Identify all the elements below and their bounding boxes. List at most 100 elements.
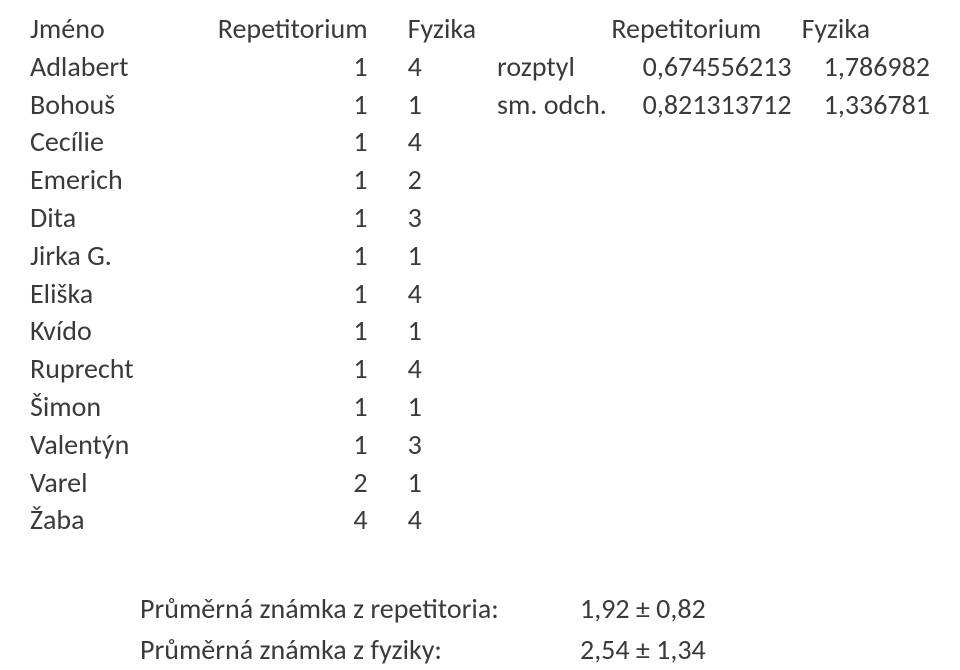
table-row: Žaba44 bbox=[30, 501, 930, 539]
header-rep2: Repetitorium bbox=[611, 10, 801, 48]
cell-name: Cecílie bbox=[30, 123, 182, 161]
cell-name: Jirka G. bbox=[30, 237, 182, 275]
cell-rep: 1 bbox=[182, 161, 407, 199]
cell-name: Bohouš bbox=[30, 86, 182, 124]
cell-v1 bbox=[611, 199, 801, 237]
cell-v1 bbox=[611, 350, 801, 388]
cell-label: sm. odch. bbox=[497, 86, 611, 124]
cell-rep: 1 bbox=[182, 388, 407, 426]
cell-name: Ruprecht bbox=[30, 350, 182, 388]
cell-v1 bbox=[611, 123, 801, 161]
table-row: Ruprecht14 bbox=[30, 350, 930, 388]
cell-name: Adlabert bbox=[30, 48, 182, 86]
table-row: Jirka G.11 bbox=[30, 237, 930, 275]
cell-v1: 0,821313712 bbox=[611, 86, 801, 124]
cell-v1 bbox=[611, 312, 801, 350]
cell-v1 bbox=[611, 426, 801, 464]
cell-label bbox=[497, 501, 611, 539]
cell-rep: 1 bbox=[182, 426, 407, 464]
cell-fyz: 1 bbox=[408, 86, 497, 124]
cell-v2 bbox=[802, 123, 930, 161]
table-row: Šimon11 bbox=[30, 388, 930, 426]
cell-v2 bbox=[802, 388, 930, 426]
cell-label bbox=[497, 426, 611, 464]
cell-rep: 1 bbox=[182, 312, 407, 350]
cell-name: Eliška bbox=[30, 275, 182, 313]
cell-v2 bbox=[802, 426, 930, 464]
cell-name: Šimon bbox=[30, 388, 182, 426]
header-name: Jméno bbox=[30, 10, 182, 48]
cell-v2: 1,336781 bbox=[802, 86, 930, 124]
cell-v2: 1,786982 bbox=[802, 48, 930, 86]
cell-rep: 1 bbox=[182, 350, 407, 388]
cell-v1 bbox=[611, 275, 801, 313]
cell-v2 bbox=[802, 464, 930, 502]
cell-name: Žaba bbox=[30, 501, 182, 539]
cell-fyz: 2 bbox=[408, 161, 497, 199]
cell-v2 bbox=[802, 501, 930, 539]
cell-rep: 1 bbox=[182, 199, 407, 237]
grades-table: Jméno Repetitorium Fyzika Repetitorium F… bbox=[30, 10, 930, 539]
table-row: Adlabert14rozptyl0,6745562131,786982 bbox=[30, 48, 930, 86]
header-spacer bbox=[497, 10, 611, 48]
cell-v1 bbox=[611, 388, 801, 426]
cell-fyz: 1 bbox=[408, 388, 497, 426]
header-fyz2: Fyzika bbox=[802, 10, 930, 48]
cell-fyz: 4 bbox=[408, 501, 497, 539]
table-row: Valentýn13 bbox=[30, 426, 930, 464]
cell-rep: 1 bbox=[182, 123, 407, 161]
table-row: Bohouš11sm. odch.0,8213137121,336781 bbox=[30, 86, 930, 124]
cell-fyz: 3 bbox=[408, 426, 497, 464]
cell-fyz: 4 bbox=[408, 123, 497, 161]
cell-name: Emerich bbox=[30, 161, 182, 199]
summary-rep-value: 1,92 ± 0,82 bbox=[580, 589, 760, 630]
summary-rep-row: Průměrná známka z repetitoria: 1,92 ± 0,… bbox=[140, 589, 940, 630]
summary-fyz-row: Průměrná známka z fyziky: 2,54 ± 1,34 bbox=[140, 630, 940, 670]
cell-name: Varel bbox=[30, 464, 182, 502]
cell-rep: 1 bbox=[182, 86, 407, 124]
cell-label bbox=[497, 464, 611, 502]
cell-label bbox=[497, 237, 611, 275]
cell-label bbox=[497, 388, 611, 426]
summary-fyz-label: Průměrná známka z fyziky: bbox=[140, 630, 580, 670]
cell-name: Kvído bbox=[30, 312, 182, 350]
table-row: Varel21 bbox=[30, 464, 930, 502]
cell-rep: 1 bbox=[182, 48, 407, 86]
cell-name: Valentýn bbox=[30, 426, 182, 464]
cell-label bbox=[497, 275, 611, 313]
header-fyz1: Fyzika bbox=[408, 10, 497, 48]
cell-v1: 0,674556213 bbox=[611, 48, 801, 86]
cell-label: rozptyl bbox=[497, 48, 611, 86]
summary-fyz-value: 2,54 ± 1,34 bbox=[580, 630, 760, 670]
cell-label bbox=[497, 123, 611, 161]
cell-fyz: 1 bbox=[408, 237, 497, 275]
summary-rep-label: Průměrná známka z repetitoria: bbox=[140, 589, 580, 630]
cell-v2 bbox=[802, 237, 930, 275]
cell-v1 bbox=[611, 161, 801, 199]
cell-v1 bbox=[611, 464, 801, 502]
cell-fyz: 3 bbox=[408, 199, 497, 237]
cell-v1 bbox=[611, 501, 801, 539]
cell-fyz: 4 bbox=[408, 350, 497, 388]
cell-v2 bbox=[802, 161, 930, 199]
cell-rep: 1 bbox=[182, 237, 407, 275]
cell-rep: 4 bbox=[182, 501, 407, 539]
cell-fyz: 4 bbox=[408, 48, 497, 86]
cell-name: Dita bbox=[30, 199, 182, 237]
cell-v2 bbox=[802, 312, 930, 350]
cell-v1 bbox=[611, 237, 801, 275]
cell-label bbox=[497, 350, 611, 388]
cell-rep: 1 bbox=[182, 275, 407, 313]
table-row: Kvído11 bbox=[30, 312, 930, 350]
cell-fyz: 4 bbox=[408, 275, 497, 313]
cell-fyz: 1 bbox=[408, 464, 497, 502]
cell-v2 bbox=[802, 350, 930, 388]
summary-block: Průměrná známka z repetitoria: 1,92 ± 0,… bbox=[140, 589, 940, 670]
table-row: Dita13 bbox=[30, 199, 930, 237]
cell-v2 bbox=[802, 275, 930, 313]
header-rep1: Repetitorium bbox=[182, 10, 407, 48]
table-row: Emerich12 bbox=[30, 161, 930, 199]
table-header-row: Jméno Repetitorium Fyzika Repetitorium F… bbox=[30, 10, 930, 48]
cell-fyz: 1 bbox=[408, 312, 497, 350]
cell-v2 bbox=[802, 199, 930, 237]
